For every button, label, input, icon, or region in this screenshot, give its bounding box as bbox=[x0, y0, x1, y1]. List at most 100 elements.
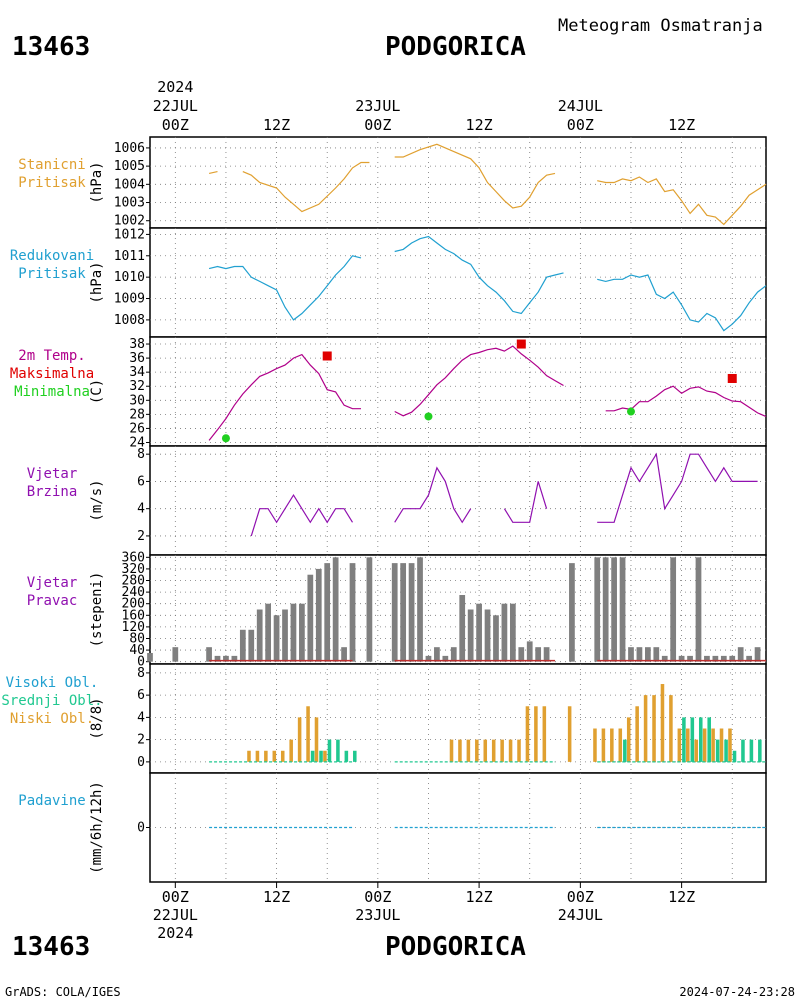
panel-label: Stanicni bbox=[18, 157, 85, 173]
y-tick-label: 8 bbox=[137, 666, 145, 681]
wind-direction-bar bbox=[704, 655, 710, 662]
wind-direction-bar bbox=[349, 563, 356, 662]
wind-direction-bar bbox=[670, 557, 677, 662]
y-tick-label: 320 bbox=[122, 562, 145, 577]
time-axes: 00Z22JUL00Z22JUL12Z12Z00Z23JUL00Z23JUL12… bbox=[153, 78, 695, 942]
cloud-mid-bar bbox=[327, 739, 332, 762]
wind-direction-bar bbox=[518, 647, 525, 662]
y-tick-label: 1012 bbox=[114, 227, 145, 242]
reduced-pressure-line bbox=[394, 235, 564, 315]
cloud-low-bar bbox=[542, 706, 547, 762]
tmax-marker bbox=[322, 351, 332, 361]
cloud-low-bar bbox=[601, 728, 606, 762]
time-label-top: 12Z bbox=[263, 116, 290, 134]
time-label-top: 00Z bbox=[364, 116, 391, 134]
y-tick-label: 1004 bbox=[114, 177, 145, 192]
wind-direction-bar bbox=[273, 615, 280, 662]
panel-label: Maksimalna bbox=[10, 366, 94, 382]
y-tick-label: 34 bbox=[129, 365, 145, 380]
y-unit-label: (hPa) bbox=[89, 261, 105, 303]
station-id-top: 13463 bbox=[12, 32, 90, 62]
cloud-low-bar bbox=[264, 750, 268, 762]
wind-direction-bar bbox=[619, 557, 626, 662]
time-label-bottom: 12Z bbox=[466, 888, 493, 906]
date-label-bottom: 22JUL bbox=[153, 906, 198, 924]
panel-frame-reduced_pressure bbox=[149, 227, 767, 338]
wind-speed-line bbox=[503, 481, 548, 523]
cloud-low-bar bbox=[711, 728, 715, 762]
wind-direction-bar bbox=[332, 557, 339, 662]
tmin-marker bbox=[626, 407, 635, 416]
wind-direction-bar bbox=[214, 655, 221, 662]
y-tick-label: 1003 bbox=[114, 196, 145, 211]
time-label-top: 00Z bbox=[162, 116, 189, 134]
wind-direction-bar bbox=[687, 655, 693, 662]
cloud-mid-bar bbox=[707, 717, 711, 762]
cloud-low-bar bbox=[272, 750, 277, 762]
y-unit-label: (C) bbox=[89, 379, 105, 404]
cloud-low-bar bbox=[500, 739, 504, 762]
y-tick-label: 1009 bbox=[114, 292, 145, 307]
wind-direction-bar bbox=[459, 595, 466, 662]
wind-direction-bar bbox=[678, 655, 685, 662]
y-tick-label: 120 bbox=[122, 620, 145, 635]
wind-direction-bar bbox=[223, 655, 229, 662]
panel-label: Vjetar bbox=[27, 466, 78, 482]
cloud-low-bar bbox=[458, 739, 462, 762]
wind-direction-bar bbox=[324, 563, 331, 662]
wind-direction-bar bbox=[569, 563, 575, 662]
cloud-low-bar bbox=[669, 695, 673, 762]
cloud-low-bar bbox=[534, 706, 538, 762]
cloud-low-bar bbox=[289, 739, 293, 762]
y-unit-label: (m/s) bbox=[89, 479, 105, 521]
y-unit-label: (stepeni) bbox=[89, 572, 105, 648]
cloud-mid-bar bbox=[353, 750, 357, 762]
cloud-mid-bar bbox=[732, 750, 737, 762]
panel-frame-clouds bbox=[149, 663, 767, 774]
cloud-low-bar bbox=[610, 728, 614, 762]
footer-credit: GrADS: COLA/IGES bbox=[5, 985, 121, 999]
cloud-low-bar bbox=[686, 728, 690, 762]
wind-direction-bar bbox=[644, 647, 651, 662]
time-label-bottom: 00Z bbox=[567, 888, 594, 906]
panel-label: Minimalna bbox=[14, 384, 90, 400]
chart-subtitle: Meteogram Osmatranja bbox=[558, 16, 763, 36]
wind-direction-bar bbox=[543, 647, 550, 662]
time-label-bottom: 12Z bbox=[263, 888, 290, 906]
y-tick-label: 30 bbox=[129, 393, 145, 408]
y-tick-label: 200 bbox=[122, 597, 145, 612]
wind-direction-bar bbox=[434, 647, 440, 662]
wind-direction-bar bbox=[299, 603, 305, 662]
wind-speed-line bbox=[394, 466, 472, 524]
station-pressure-line bbox=[597, 176, 767, 226]
station-pressure-line bbox=[242, 161, 370, 213]
y-tick-label: 6 bbox=[137, 688, 145, 703]
cloud-low-bar bbox=[618, 728, 623, 762]
wind-direction-bar bbox=[248, 629, 255, 662]
cloud-low-bar bbox=[483, 739, 488, 762]
cloud-low-bar bbox=[517, 739, 521, 762]
y-tick-label: 36 bbox=[129, 351, 145, 366]
wind-direction-bar bbox=[493, 615, 499, 662]
wind-speed-line bbox=[597, 452, 758, 523]
cloud-low-bar bbox=[508, 739, 513, 762]
wind-direction-bar bbox=[602, 557, 609, 662]
wind-direction-bar bbox=[501, 603, 508, 662]
cloud-mid-bar bbox=[758, 739, 762, 762]
wind-direction-bar bbox=[476, 603, 482, 662]
y-tick-label: 240 bbox=[122, 585, 145, 600]
y-tick-label: 40 bbox=[129, 643, 145, 658]
y-tick-label: 0 bbox=[137, 655, 145, 670]
cloud-low-bar bbox=[255, 750, 260, 762]
cloud-low-bar bbox=[626, 717, 631, 762]
date-label-top: 23JUL bbox=[355, 97, 400, 115]
wind-direction-bar bbox=[172, 647, 179, 662]
cloud-mid-bar bbox=[319, 750, 323, 762]
wind-direction-bar bbox=[628, 647, 634, 662]
wind-direction-bar bbox=[425, 655, 432, 662]
y-tick-label: 38 bbox=[129, 337, 145, 352]
time-label-top: 12Z bbox=[668, 116, 695, 134]
